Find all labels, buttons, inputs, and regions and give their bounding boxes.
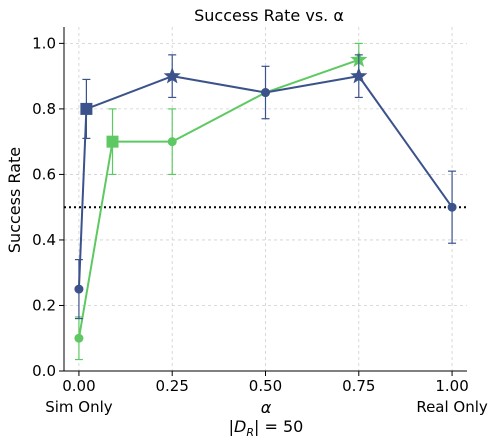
y-tick-label: 0.8 — [32, 100, 56, 118]
y-tick-label: 1.0 — [32, 34, 56, 52]
x-tick-label: 0.50 — [249, 377, 282, 395]
y-tick-label: 0.2 — [32, 296, 56, 314]
data-point-circle — [447, 202, 457, 212]
x-tick-label: 0.00 — [62, 377, 95, 395]
dataset-symbol: D — [234, 417, 246, 436]
series — [74, 54, 457, 320]
data-point-circle — [261, 88, 270, 98]
chart-title: Success Rate vs. α — [194, 6, 344, 25]
x-axis-label-alpha: α — [261, 398, 272, 417]
tick-label-layer: 0.00 Sim Only 0.25 0.50 0.75 1.00 Real Only 0.0… — [32, 34, 488, 416]
dataset-subscript: R — [246, 426, 254, 439]
y-axis-label: Success Rate — [5, 147, 24, 253]
x-tick-label: 0.75 — [342, 377, 375, 395]
data-point-star — [350, 67, 368, 84]
data-point-star — [163, 67, 181, 84]
series-layer — [74, 42, 457, 361]
data-point-circle — [74, 333, 84, 343]
data-point-square — [106, 135, 119, 148]
data-point-circle — [167, 137, 177, 147]
x-tick-label: 0.25 — [156, 377, 189, 395]
dataset-prefix: | — [229, 417, 234, 436]
data-point-square — [80, 102, 93, 115]
x-axis-label-dataset: |DR| = 50 — [229, 417, 304, 439]
data-point-circle — [74, 284, 84, 294]
x-tick-sublabel: Real Only — [416, 398, 488, 416]
dataset-suffix: | = 50 — [254, 417, 303, 436]
x-tick-sublabel: Sim Only — [45, 398, 113, 416]
axes-layer — [59, 27, 467, 376]
series-line — [77, 75, 453, 290]
series — [74, 42, 368, 361]
y-tick-label: 0.0 — [32, 362, 56, 380]
series-line — [77, 58, 360, 339]
y-tick-label: 0.6 — [32, 165, 56, 183]
x-tick-label: 1.00 — [435, 377, 468, 395]
y-tick-label: 0.4 — [32, 231, 56, 249]
